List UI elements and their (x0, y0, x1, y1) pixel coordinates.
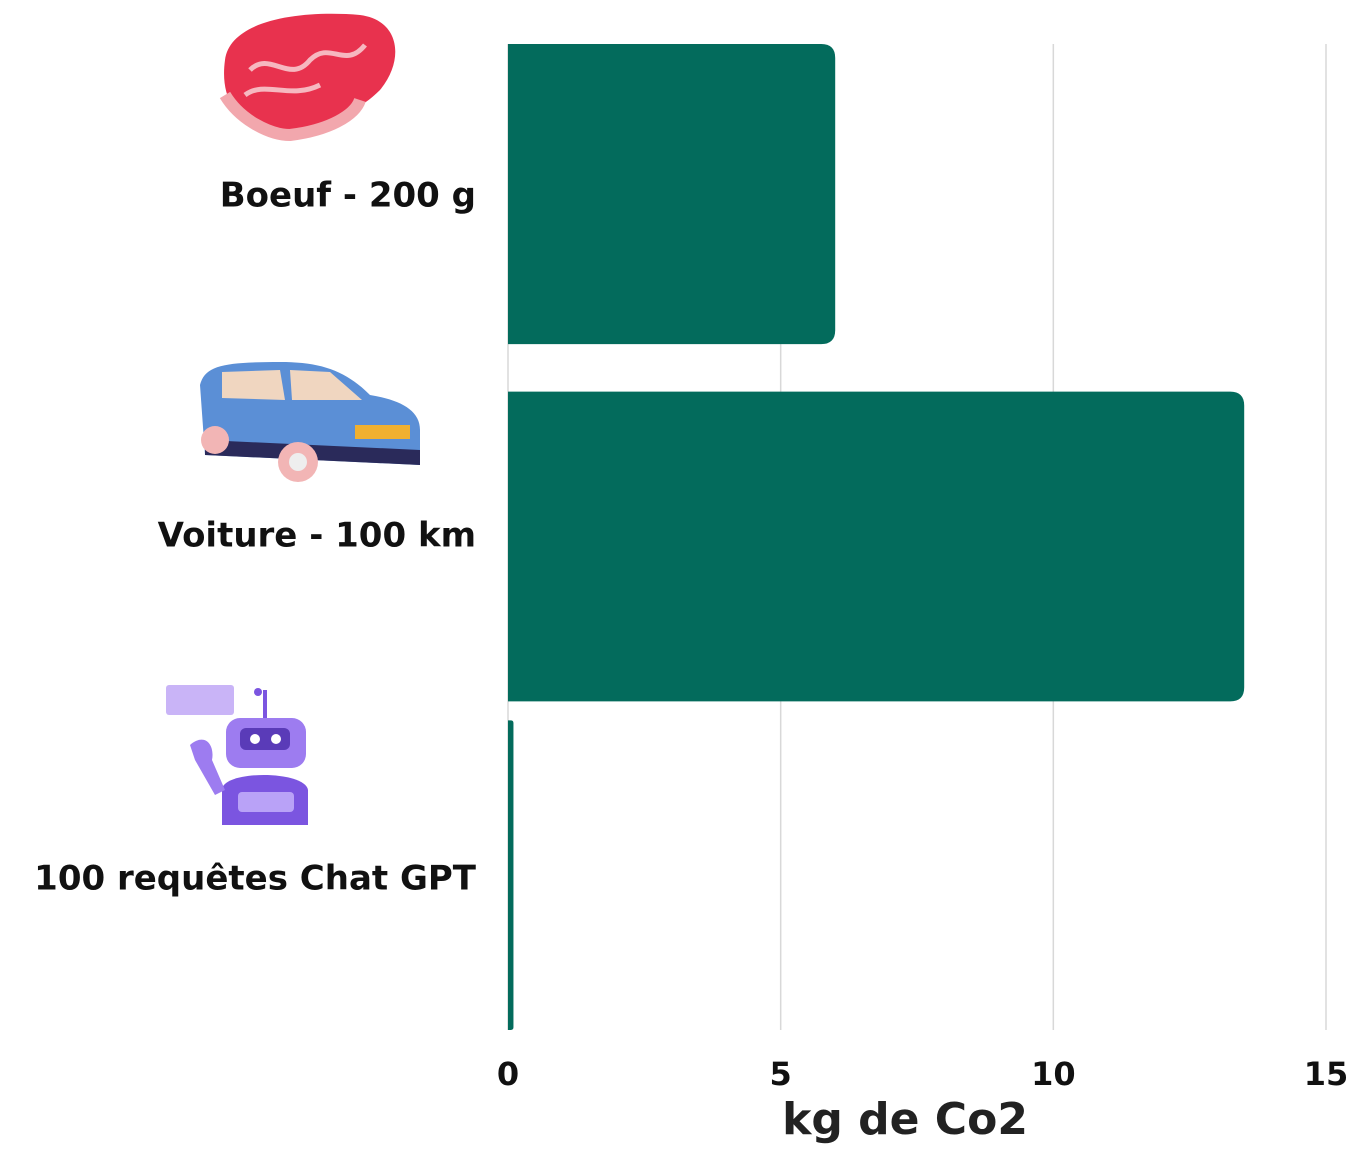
icon-steak (219, 13, 396, 142)
icon-car (200, 362, 420, 482)
category-label: Boeuf - 200 g (220, 176, 476, 216)
category-label: 100 requêtes Chat GPT (34, 859, 477, 899)
bar (508, 720, 514, 1030)
x-tick-label: 10 (1031, 1055, 1076, 1093)
bar (508, 391, 1245, 702)
icon-robot (166, 685, 308, 825)
category-label: Voiture - 100 km (158, 516, 476, 556)
x-tick-label: 0 (497, 1055, 519, 1093)
x-axis-label: kg de Co2 (782, 1094, 1028, 1145)
x-tick-label: 15 (1304, 1055, 1349, 1093)
bar (508, 44, 836, 345)
x-tick-label: 5 (770, 1055, 792, 1093)
